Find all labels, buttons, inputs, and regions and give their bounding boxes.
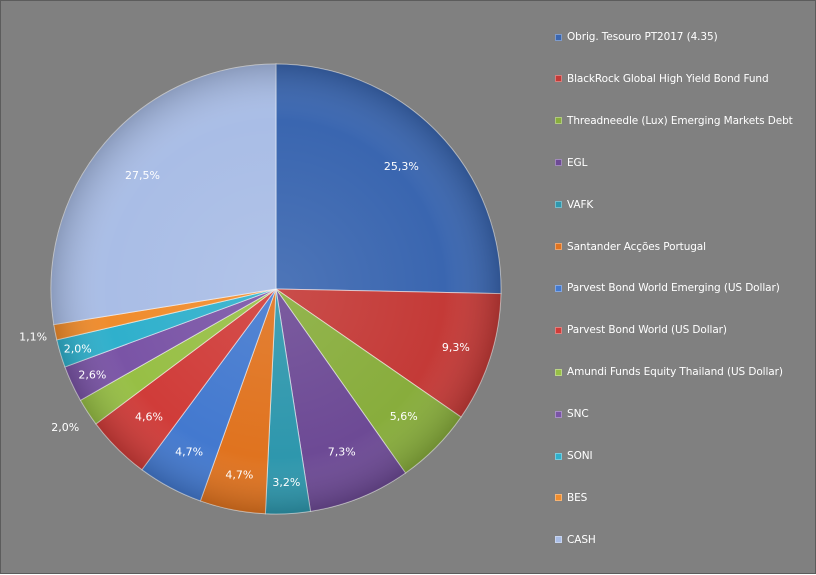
legend-item: Amundi Funds Equity Thailand (US Dollar) <box>555 362 783 382</box>
legend-label: BlackRock Global High Yield Bond Fund <box>567 72 769 85</box>
legend-swatch <box>555 284 562 292</box>
slice-data-label: 2,0% <box>51 421 79 434</box>
legend-swatch <box>555 410 562 418</box>
legend-item: Parvest Bond World (US Dollar) <box>555 320 727 340</box>
legend-item: BES <box>555 488 587 508</box>
legend-item: Santander Acções Portugal <box>555 237 706 257</box>
legend-item: Threadneedle (Lux) Emerging Markets Debt <box>555 111 793 131</box>
slice-data-label: 3,2% <box>272 476 300 489</box>
slice-data-label: 5,6% <box>390 410 418 423</box>
legend-label: Amundi Funds Equity Thailand (US Dollar) <box>567 366 783 379</box>
slice-data-label: 4,7% <box>225 468 253 481</box>
slice-data-label: 9,3% <box>442 341 470 354</box>
legend-swatch <box>555 452 562 460</box>
legend-item: SNC <box>555 404 589 424</box>
legend-label: SNC <box>567 408 589 421</box>
legend-swatch <box>555 33 562 41</box>
legend-swatch <box>555 117 562 125</box>
legend-item: Obrig. Tesouro PT2017 (4.35) <box>555 27 718 47</box>
legend-item: EGL <box>555 153 587 173</box>
pie-slice-1 <box>275 63 502 295</box>
legend-swatch <box>555 75 562 83</box>
legend-item: SONI <box>555 446 593 466</box>
legend-swatch <box>555 159 562 167</box>
legend-label: Parvest Bond World Emerging (US Dollar) <box>567 282 780 295</box>
legend-swatch <box>555 368 562 376</box>
legend-swatch <box>555 536 562 544</box>
slice-data-label: 4,7% <box>175 446 203 459</box>
legend-item: CASH <box>555 530 596 550</box>
legend-label: Santander Acções Portugal <box>567 240 706 253</box>
slice-data-label: 2,0% <box>64 342 92 355</box>
legend-label: CASH <box>567 533 596 546</box>
legend-swatch <box>555 201 562 209</box>
pie-slice-13 <box>50 63 277 326</box>
slice-data-label: 4,6% <box>135 411 163 424</box>
legend-swatch <box>555 243 562 250</box>
legend-item: BlackRock Global High Yield Bond Fund <box>555 69 769 89</box>
slice-data-label: 25,3% <box>384 160 419 173</box>
slice-data-label: 2,6% <box>78 368 106 381</box>
legend-item: Parvest Bond World Emerging (US Dollar) <box>555 278 780 298</box>
legend-item: VAFK <box>555 195 593 215</box>
legend-label: EGL <box>567 156 588 169</box>
legend-label: Obrig. Tesouro PT2017 (4.35) <box>567 31 718 43</box>
legend-label: VAFK <box>567 198 594 211</box>
legend-label: Parvest Bond World (US Dollar) <box>567 324 727 337</box>
slice-data-label: 7,3% <box>328 446 356 459</box>
slice-data-label: 1,1% <box>19 331 47 344</box>
legend-label: BES <box>567 491 588 504</box>
legend-swatch <box>555 494 562 502</box>
slice-data-label: 27,5% <box>125 169 160 182</box>
legend-label: SONI <box>567 450 593 462</box>
legend-swatch <box>555 326 562 334</box>
legend-label: Threadneedle (Lux) Emerging Markets Debt <box>567 114 793 127</box>
